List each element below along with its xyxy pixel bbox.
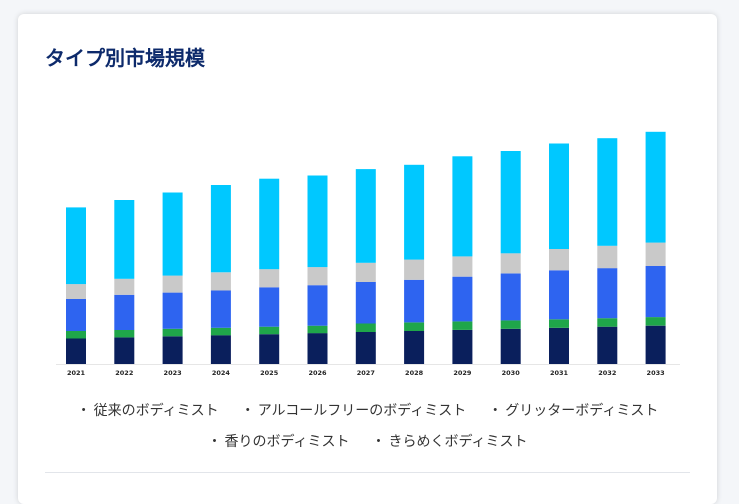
bar-segment-2023-series-4 xyxy=(162,192,183,276)
x-tick-label-2030: 2030 xyxy=(502,369,521,377)
x-tick-label-2022: 2022 xyxy=(115,369,133,377)
bar-segment-2028-series-4 xyxy=(404,164,425,260)
bar-segment-2031-series-4 xyxy=(549,143,569,249)
bar-segment-2026-series-3 xyxy=(307,267,328,286)
bar-segment-2028-series-2 xyxy=(404,279,425,323)
bar-segment-2028-series-1 xyxy=(404,322,425,331)
x-tick-label-2033: 2033 xyxy=(647,369,665,377)
bar-segment-2024-series-3 xyxy=(210,272,231,291)
bar-segment-2022-series-0 xyxy=(114,337,135,364)
bar-segment-2026-series-2 xyxy=(307,285,328,326)
x-tick-label-2027: 2027 xyxy=(357,369,375,377)
bar-segment-2025-series-0 xyxy=(259,334,280,364)
bar-segment-2031-series-0 xyxy=(549,327,569,364)
bar-segment-2022-series-2 xyxy=(114,294,135,330)
bar-segment-2021-series-0 xyxy=(66,338,86,364)
x-tick-label-2028: 2028 xyxy=(405,369,424,377)
legend-bullet: ・ xyxy=(207,434,222,450)
x-tick-label-2026: 2026 xyxy=(308,369,327,377)
legend-bullet: ・ xyxy=(371,434,386,450)
bar-segment-2028-series-0 xyxy=(404,331,425,364)
legend-item-4: ・きらめくボディミスト xyxy=(372,427,528,458)
bar-segment-2029-series-3 xyxy=(452,256,473,277)
legend-item-1: ・アルコールフリーのボディミスト xyxy=(241,396,467,427)
legend-label: アルコールフリーのボディミスト xyxy=(257,403,467,419)
legend-bullet: ・ xyxy=(488,403,503,419)
bar-segment-2031-series-2 xyxy=(549,270,569,320)
chart-card: タイプ別市場規模 2021 2022 2023 2024 2025 2026 2027 202… xyxy=(18,14,717,504)
bar-segment-2033-series-0 xyxy=(645,325,666,364)
legend-bullet: ・ xyxy=(240,403,255,419)
bar-segment-2033-series-1 xyxy=(645,317,666,326)
bar-segment-2027-series-0 xyxy=(355,332,376,364)
legend-item-3: ・香りのボディミスト xyxy=(207,427,349,458)
x-tick-label-2023: 2023 xyxy=(164,369,182,377)
bar-segment-2032-series-1 xyxy=(597,318,618,327)
bar-segment-2027-series-2 xyxy=(355,282,376,324)
bar-segment-2025-series-3 xyxy=(259,269,280,288)
bar-segment-2021-series-3 xyxy=(66,284,86,299)
bar-segment-2031-series-3 xyxy=(549,249,569,271)
chart-legend: ・従来のボディミスト・アルコールフリーのボディミスト・グリッターボディミスト・香… xyxy=(18,396,717,458)
bar-segment-2030-series-1 xyxy=(500,320,521,329)
bar-segment-2027-series-3 xyxy=(355,262,376,282)
legend-item-2: ・グリッターボディミスト xyxy=(488,396,658,427)
bar-segment-2029-series-1 xyxy=(452,321,473,330)
stacked-bar-chart: 2021 2022 2023 2024 2025 2026 2027 2028 2029 2030… xyxy=(56,131,680,377)
legend-label: 従来のボディミスト xyxy=(93,403,219,419)
bar-segment-2023-series-3 xyxy=(162,275,183,293)
bar-segment-2030-series-0 xyxy=(500,328,521,364)
bar-segment-2023-series-0 xyxy=(162,336,183,364)
bar-segment-2026-series-1 xyxy=(307,325,328,334)
legend-item-0: ・従来のボディミスト xyxy=(77,396,219,427)
bar-segment-2027-series-4 xyxy=(355,169,376,263)
bar-segment-2030-series-4 xyxy=(500,151,521,254)
bar-segment-2024-series-4 xyxy=(210,185,231,273)
bar-segment-2032-series-2 xyxy=(597,268,618,319)
bar-segment-2025-series-4 xyxy=(259,178,280,270)
bar-segment-2029-series-0 xyxy=(452,329,473,364)
bar-segment-2033-series-3 xyxy=(645,242,666,266)
bar-segment-2024-series-0 xyxy=(210,335,231,364)
divider xyxy=(45,472,690,473)
bar-segment-2032-series-0 xyxy=(597,326,618,364)
x-tick-label-2021: 2021 xyxy=(67,369,86,377)
bar-segment-2024-series-1 xyxy=(210,327,231,336)
bar-segment-2021-series-1 xyxy=(66,331,86,339)
bar-segment-2029-series-4 xyxy=(452,156,473,257)
bar-segment-2024-series-2 xyxy=(210,290,231,328)
bar-segment-2031-series-1 xyxy=(549,319,569,328)
bar-segment-2022-series-3 xyxy=(114,278,135,295)
chart-title: タイプ別市場規模 xyxy=(45,46,205,70)
x-tick-label-2029: 2029 xyxy=(453,369,472,377)
x-tick-label-2024: 2024 xyxy=(212,369,231,377)
bar-segment-2030-series-3 xyxy=(500,253,521,274)
bar-segment-2027-series-1 xyxy=(355,323,376,332)
legend-label: きらめくボディミスト xyxy=(388,434,528,450)
legend-label: 香りのボディミスト xyxy=(224,434,350,450)
x-tick-label-2031: 2031 xyxy=(550,369,569,377)
legend-bullet: ・ xyxy=(76,403,91,419)
bar-segment-2030-series-2 xyxy=(500,273,521,321)
legend-label: グリッターボディミスト xyxy=(505,403,659,419)
bar-segment-2026-series-0 xyxy=(307,333,328,364)
bar-segment-2021-series-4 xyxy=(66,207,86,285)
bar-segment-2029-series-2 xyxy=(452,276,473,322)
bar-segment-2026-series-4 xyxy=(307,175,328,268)
x-tick-label-2032: 2032 xyxy=(598,369,616,377)
bar-segment-2033-series-4 xyxy=(645,131,666,243)
bar-segment-2022-series-1 xyxy=(114,329,135,338)
bar-segment-2021-series-2 xyxy=(66,299,86,331)
bar-segment-2023-series-2 xyxy=(162,292,183,329)
bar-segment-2022-series-4 xyxy=(114,200,135,279)
bar-segment-2028-series-3 xyxy=(404,259,425,280)
bar-segment-2025-series-1 xyxy=(259,326,280,335)
x-tick-label-2025: 2025 xyxy=(260,369,279,377)
bar-segment-2032-series-3 xyxy=(597,245,618,269)
bar-segment-2023-series-1 xyxy=(162,328,183,337)
bar-segment-2032-series-4 xyxy=(597,138,618,246)
bar-segment-2033-series-2 xyxy=(645,266,666,318)
bar-segment-2025-series-2 xyxy=(259,287,280,327)
